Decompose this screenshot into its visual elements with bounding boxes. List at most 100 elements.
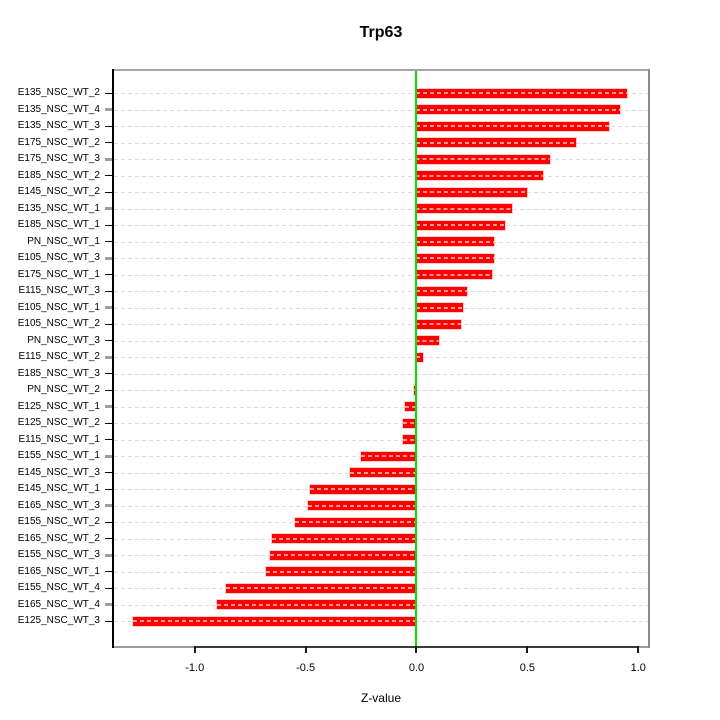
y-tick bbox=[105, 224, 112, 226]
y-axis-label: E175_NSC_WT_1 bbox=[17, 268, 100, 280]
gridline bbox=[114, 357, 648, 358]
y-axis-label: E155_NSC_WT_1 bbox=[17, 450, 100, 461]
bar bbox=[416, 237, 495, 246]
y-axis-label: E155_NSC_WT_4 bbox=[17, 582, 100, 593]
y-axis-label: E165_NSC_WT_1 bbox=[17, 565, 100, 577]
gridline bbox=[114, 225, 648, 226]
x-tick bbox=[526, 646, 529, 653]
y-tick bbox=[105, 553, 112, 557]
y-axis-label: PN_NSC_WT_3 bbox=[27, 334, 100, 346]
y-axis-label: E145_NSC_WT_1 bbox=[17, 483, 100, 494]
y-tick bbox=[105, 472, 112, 473]
bar bbox=[225, 583, 417, 593]
y-axis-label: E175_NSC_WT_2 bbox=[17, 136, 100, 148]
y-axis-label: E135_NSC_WT_3 bbox=[17, 120, 100, 131]
y-axis-label: E135_NSC_WT_2 bbox=[17, 87, 100, 98]
x-tick-label: -0.5 bbox=[296, 662, 316, 674]
y-tick bbox=[105, 454, 112, 458]
y-tick bbox=[105, 340, 112, 341]
bar bbox=[416, 319, 461, 329]
y-tick bbox=[105, 92, 112, 94]
x-tick bbox=[415, 646, 418, 653]
bar bbox=[416, 154, 550, 164]
gridline bbox=[114, 142, 648, 144]
y-axis-line bbox=[112, 69, 114, 648]
y-tick bbox=[105, 256, 112, 260]
y-tick bbox=[105, 108, 112, 111]
y-axis-label: E125_NSC_WT_2 bbox=[17, 417, 100, 428]
y-tick bbox=[105, 323, 112, 325]
y-axis-label: E135_NSC_WT_4 bbox=[17, 103, 100, 115]
bar bbox=[403, 418, 417, 428]
y-axis-label: E105_NSC_WT_2 bbox=[17, 318, 100, 329]
y-tick bbox=[105, 142, 112, 143]
y-tick bbox=[105, 405, 112, 408]
gridline bbox=[114, 390, 648, 391]
gridline bbox=[114, 93, 648, 94]
y-axis-label: E175_NSC_WT_3 bbox=[17, 153, 100, 164]
y-axis-label: E185_NSC_WT_1 bbox=[17, 219, 100, 230]
chart-title: Trp63 bbox=[359, 24, 403, 41]
x-tick-label: -1.0 bbox=[185, 662, 205, 674]
y-axis-label: E155_NSC_WT_3 bbox=[17, 549, 100, 560]
gridline bbox=[114, 175, 648, 177]
x-tick-label: 1.0 bbox=[630, 662, 646, 674]
gridline bbox=[114, 258, 648, 259]
gridline bbox=[114, 340, 648, 342]
y-axis-label: E125_NSC_WT_1 bbox=[17, 400, 100, 412]
y-axis-label: E165_NSC_WT_2 bbox=[17, 532, 100, 544]
bar bbox=[272, 534, 417, 543]
y-tick bbox=[105, 422, 112, 424]
x-tick-label: 0.0 bbox=[408, 662, 425, 674]
x-axis-title: Z-value bbox=[360, 691, 401, 705]
y-tick bbox=[105, 125, 112, 127]
bar bbox=[416, 336, 439, 345]
y-axis-label: E125_NSC_WT_3 bbox=[17, 615, 100, 626]
y-tick bbox=[105, 175, 112, 176]
y-axis-label: E115_NSC_WT_1 bbox=[18, 433, 100, 445]
y-tick bbox=[105, 439, 112, 440]
y-axis-label: E145_NSC_WT_3 bbox=[17, 466, 100, 478]
y-tick bbox=[105, 290, 112, 292]
y-tick bbox=[105, 207, 112, 210]
y-axis-label: E155_NSC_WT_2 bbox=[17, 516, 100, 527]
y-axis-label: E165_NSC_WT_4 bbox=[17, 598, 100, 610]
bar bbox=[416, 88, 628, 98]
y-tick bbox=[105, 355, 112, 359]
y-tick bbox=[105, 538, 112, 539]
y-axis-label: E115_NSC_WT_3 bbox=[18, 285, 100, 296]
gridline bbox=[114, 159, 648, 160]
bar bbox=[307, 501, 417, 510]
x-tick bbox=[193, 646, 196, 653]
y-tick bbox=[105, 373, 112, 374]
bar bbox=[416, 270, 492, 279]
plot-border-top bbox=[112, 69, 650, 71]
bar bbox=[265, 567, 417, 576]
gridline bbox=[114, 241, 648, 243]
bar bbox=[416, 253, 495, 263]
bar bbox=[416, 204, 512, 213]
y-tick bbox=[105, 191, 112, 193]
bar bbox=[349, 468, 417, 477]
x-tick bbox=[304, 646, 307, 653]
gridline bbox=[114, 423, 648, 424]
bar bbox=[405, 402, 417, 411]
bar bbox=[361, 451, 417, 461]
gridline bbox=[114, 192, 648, 193]
gridline bbox=[114, 406, 648, 408]
gridline bbox=[114, 126, 648, 127]
y-tick bbox=[105, 571, 112, 572]
y-tick bbox=[105, 504, 112, 507]
bar bbox=[310, 484, 417, 494]
x-tick-label: 0.5 bbox=[519, 662, 535, 674]
y-tick bbox=[105, 620, 112, 622]
y-tick bbox=[105, 587, 112, 589]
y-tick bbox=[105, 306, 112, 309]
y-axis-label: PN_NSC_WT_2 bbox=[27, 384, 100, 395]
gridline bbox=[114, 109, 648, 111]
y-axis-label: E185_NSC_WT_3 bbox=[17, 367, 100, 379]
y-tick bbox=[105, 274, 112, 275]
bar bbox=[403, 435, 417, 444]
zero-line bbox=[415, 71, 418, 646]
